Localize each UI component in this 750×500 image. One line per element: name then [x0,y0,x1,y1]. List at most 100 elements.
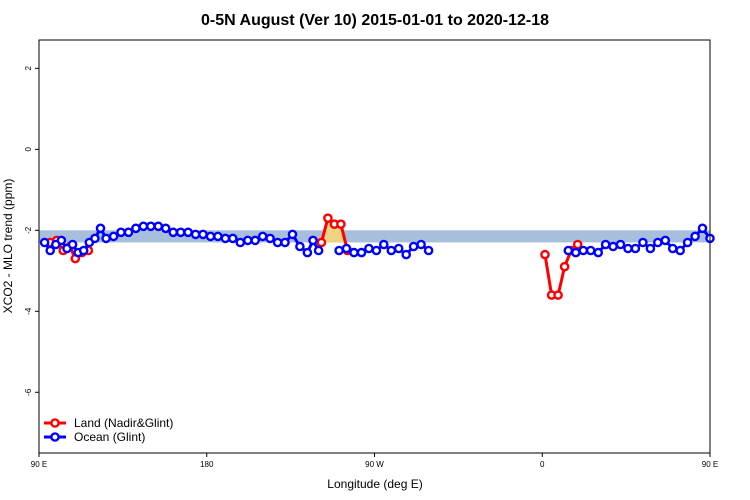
ocean-data-point [585,245,596,256]
ocean-data-point [302,247,313,258]
ocean-data-point [608,241,618,252]
ocean-data-point [638,237,648,248]
x-axis-label: Longitude (deg E) [327,477,422,491]
ocean-data-point [250,235,260,246]
ocean-data-point [145,221,156,232]
legend-marker [50,418,60,428]
y-tick-label: -6 [24,388,33,396]
ocean-data-point [108,231,119,242]
ocean-data-point [101,233,111,244]
ocean-data-point [578,245,589,256]
legend-marker [50,432,60,442]
ocean-data-point [205,231,216,242]
ocean-data-point [242,235,253,246]
ocean-data-point [95,223,106,234]
ocean-data-point [116,227,126,238]
ocean-data-point [386,245,397,256]
ocean-data-point [123,227,134,238]
ocean-data-point [378,239,389,250]
ocean-data-point [190,229,201,240]
land-data-point [316,237,327,248]
y-tick-label: 0 [24,147,33,152]
ocean-data-point [138,221,149,232]
x-axis: 90 E 180 90 W 0 90 E [31,453,718,469]
ocean-data-point [265,233,275,244]
ocean-data-point [364,243,374,254]
ocean-data-point [160,223,171,234]
ocean-data-point [313,245,324,256]
ocean-data-point [257,231,268,242]
legend-label: Ocean (Glint) [74,430,145,444]
ocean-data-point [675,245,686,256]
ocean-data-point [653,237,663,248]
ocean-data-point [272,237,283,248]
land-data-point [559,261,570,272]
ocean-data-point [371,245,382,256]
ocean-data-point [131,223,141,234]
ocean-data-point [220,233,231,244]
ocean-data-point [308,235,318,246]
x-tick-label: 90 E [31,460,47,469]
ocean-data-point [213,231,223,242]
x-tick-label: 180 [200,460,214,469]
y-tick-label: -2 [24,226,33,234]
y-axis-label: XCO2 - MLO trend (ppm) [1,179,15,314]
ocean-data-point [660,235,671,246]
ocean-data-point [593,247,604,258]
ocean-data-point [356,247,367,258]
series-layer [39,213,715,300]
ocean-data-point [401,249,412,260]
land-data-point [336,219,346,229]
ocean-data-point [56,235,67,246]
ocean-data-point [39,237,50,248]
ocean-data-point [341,243,352,254]
ocean-data-point [423,245,434,256]
chart-title: 0-5N August (Ver 10) 2015-01-01 to 2020-… [201,12,549,29]
y-tick-label: 2 [24,66,33,71]
land-data-point [323,213,333,223]
land-fill-area [545,242,578,243]
ocean-data-point [623,243,633,254]
ocean-data-point [682,237,693,248]
ocean-data-point [235,237,246,248]
ocean-data-point [67,239,78,250]
ocean-data-point [563,245,574,256]
ocean-data-point [175,227,186,238]
x-tick-label: 90 E [702,460,718,469]
ocean-data-point [168,227,178,238]
ocean-data-point [690,231,700,242]
ocean-data-point [183,227,193,238]
y-axis: 2 0 -2 -4 -6 [24,66,39,396]
ocean-data-point [667,243,678,254]
y-tick-label: -4 [24,307,33,315]
ocean-data-point [287,229,298,240]
ocean-data-point [45,245,56,256]
ocean-data-point [349,247,359,258]
ocean-data-point [198,229,208,240]
land-data-point [540,249,550,260]
ocean-data-point [227,233,238,244]
x-tick-label: 0 [540,460,545,469]
ocean-data-point [630,243,641,254]
ocean-data-point [295,241,305,252]
ocean-data-point [571,247,581,258]
reference-band [39,230,710,243]
ocean-data-point [90,233,100,244]
ocean-data-point [408,241,419,252]
ocean-data-point [615,239,626,250]
x-tick-label: 90 W [365,460,384,469]
land-data-point [553,290,563,300]
ocean-data-point [78,245,89,256]
legend-label: Land (Nadir&Glint) [74,416,173,430]
legend: Land (Nadir&Glint)Ocean (Glint) [44,416,173,444]
ocean-data-point [600,239,611,250]
ocean-data-point [393,243,404,254]
ocean-data-point [280,237,290,248]
ocean-data-point [645,243,656,254]
land-data-point [572,239,583,250]
ocean-data-point [153,221,164,232]
reference-band-layer [39,230,710,243]
ocean-data-point [416,239,426,250]
ocean-data-point [697,223,708,234]
